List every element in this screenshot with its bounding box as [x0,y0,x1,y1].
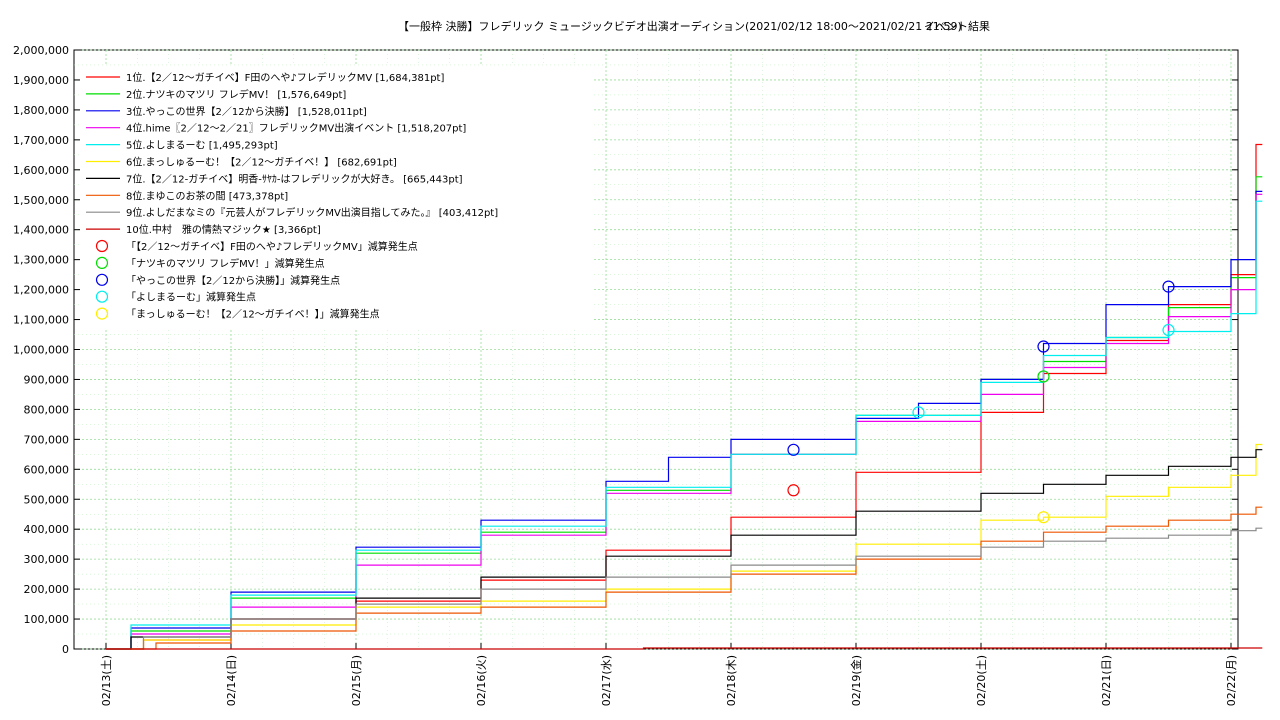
y-tick-label: 300,000 [24,553,70,566]
marker-point-3 [1162,280,1175,293]
x-tick-label: 02/22(月) [1225,655,1238,706]
x-tick-label: 02/14(日) [225,655,238,706]
legend-label: 「【2／12〜ガチイベ】F田のへや♪フレデリックMV」減算発生点 [126,240,418,253]
legend-label: 5位.よしまるーむ [1,495,293pt] [126,139,278,152]
y-tick-label: 1,300,000 [13,254,69,267]
x-tick-label: 02/20(土) [975,655,988,706]
series-line-5 [106,200,1263,650]
legend-swatch [95,256,109,269]
y-tick-label: 200,000 [24,583,70,596]
legend-label: 6位.まっしゅるーむ！【2／12〜ガチイベ！】 [682,691pt] [126,156,397,169]
legend-label: 2位.ナツキのマツリ フレデMV！ [1,576,649pt] [126,88,346,101]
legend-swatch [95,307,109,320]
legend-label: 9位.よしだまなミの『元芸人がフレデリックMV出演目指してみた。』 [403,4… [126,206,498,219]
legend: 1位.【2／12〜ガチイベ】F田のへや♪フレデリックMV [1,684,381p… [82,66,592,330]
marker-point-4 [1162,323,1175,337]
legend-swatch [95,290,109,303]
legend-label: 7位.【2／12-ガチイベ】明香-ｻﾔｶ-はフレデリックが大好き。 [665,4… [126,172,463,185]
y-tick-label: 1,800,000 [13,104,69,117]
legend-label: 「やっこの世界【2／12から決勝】」減算発生点 [126,274,340,287]
x-tick-label: 02/21(日) [1100,655,1113,706]
x-tick-label: 02/16(火) [475,655,488,706]
legend-label: 1位.【2／12〜ガチイベ】F田のへや♪フレデリックMV [1,684,381p… [126,71,444,84]
y-tick-label: 100,000 [24,613,70,626]
marker-point-1 [787,484,800,497]
legend-swatch [95,239,109,253]
y-tick-label: 2,000,000 [13,44,69,57]
legend-label: 「よしまるーむ」減算発生点 [126,291,256,304]
y-tick-label: 1,600,000 [13,164,69,177]
legend-label: 3位.やっこの世界【2／12から決勝】 [1,528,011pt] [126,105,367,118]
marker-point-2 [1037,370,1050,383]
series-line-8 [106,506,1263,650]
legend-swatch [95,273,109,286]
x-tick-label: 02/15(月) [350,655,363,706]
marker-point-4 [912,406,925,419]
y-tick-label: 1,400,000 [13,224,69,237]
marker-point-3 [1037,340,1050,353]
y-tick-label: 0 [62,643,69,656]
marker-points [787,280,1175,524]
legend-label: 10位.中村 雅の情熱マジック★ [3,366pt] [126,223,321,236]
y-tick-label: 500,000 [24,493,70,506]
legend-box [82,66,592,330]
chart-title: 【一般枠 決勝】フレデリック ミュージックビデオ出演オーディション(2021/0… [398,19,962,33]
y-tick-label: 1,100,000 [13,314,69,327]
marker-point-3 [787,443,800,456]
legend-label: 4位.hime〖2／12〜2／21〗フレデリックMV出演イベント [1,518,… [126,122,466,135]
y-tick-label: 400,000 [24,523,70,536]
y-tick-label: 1,000,000 [13,344,69,357]
x-tick-label: 02/17(水) [600,655,613,706]
y-tick-label: 1,200,000 [13,284,69,297]
y-tick-label: 1,700,000 [13,134,69,147]
x-tick-label: 02/19(金) [849,655,863,706]
legend-label: 8位.まゆこのお茶の間 [473,378pt] [126,189,288,202]
y-tick-label: 1,900,000 [13,74,69,87]
y-tick-label: 600,000 [24,463,70,476]
y-tick-label: 700,000 [24,433,70,446]
legend-label: 「ナツキのマツリ フレデMV！」減算発生点 [126,257,325,270]
series-lines [106,143,1263,650]
series-line-6 [106,443,1263,650]
axis-ticks: 0 100,000 200,000 300,000 400,000 500,000 600,… [13,44,1238,706]
x-tick-label: 02/18(木) [725,655,738,706]
y-tick-label: 900,000 [24,373,70,386]
marker-point-5 [1037,511,1050,524]
y-tick-label: 1,500,000 [13,194,69,207]
series-line-10 [106,647,1263,650]
series-line-9 [106,527,1263,650]
x-tick-label: 02/13(土) [100,655,113,706]
legend-label: 「まっしゅるーむ！【2／12〜ガチイベ！】」減算発生点 [126,308,380,321]
chart-subtitle: イベント結果 [924,19,990,33]
y-tick-label: 800,000 [24,403,70,416]
